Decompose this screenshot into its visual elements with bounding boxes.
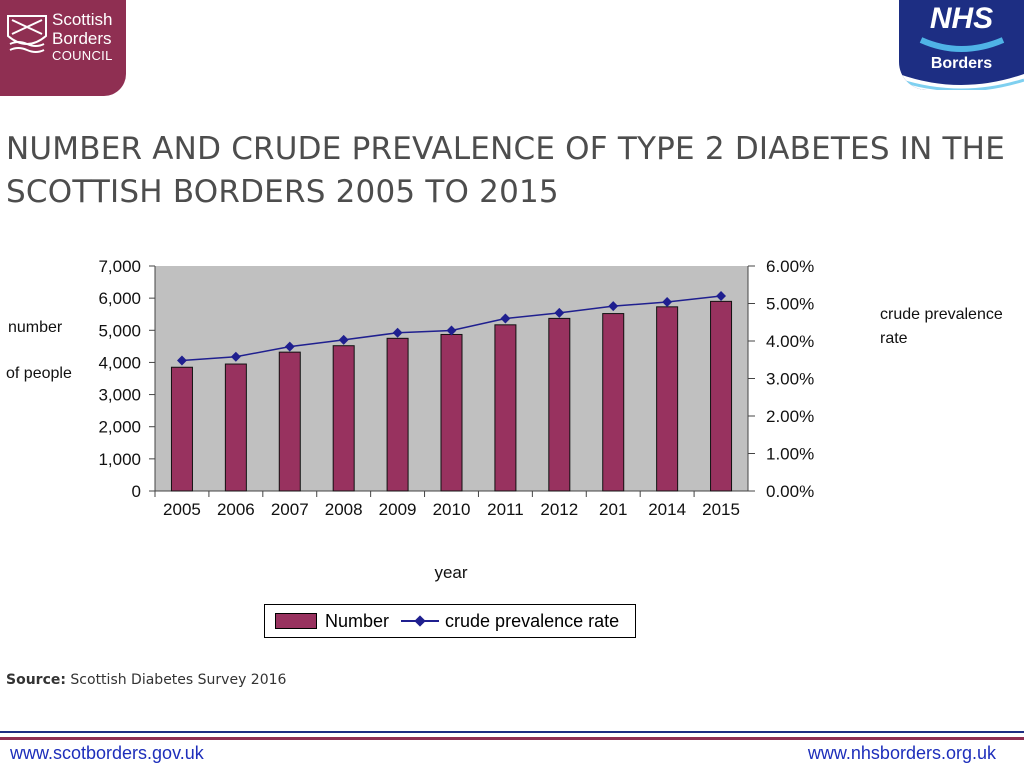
- source-note: Source: Scottish Diabetes Survey 2016: [6, 672, 286, 688]
- y2-tick-label: 2.00%: [766, 407, 814, 426]
- x-tick-label: 2012: [540, 500, 578, 519]
- footer-rule-blue: [0, 731, 1024, 733]
- x-tick-label: 2007: [271, 500, 309, 519]
- y-tick-label: 7,000: [98, 257, 141, 276]
- y-tick-label: 2,000: [98, 418, 141, 437]
- legend-number-swatch: [275, 613, 317, 629]
- x-tick-label: 2010: [433, 500, 471, 519]
- bar-number: [656, 306, 679, 492]
- nhs-borders-logo: NHS Borders: [899, 0, 1024, 90]
- bar-number: [710, 300, 733, 492]
- bar-number: [548, 317, 571, 492]
- y2-axis-label-line2: rate: [880, 330, 908, 347]
- bar-number: [494, 324, 517, 492]
- nhs-brand: NHS: [929, 2, 994, 35]
- bar-number: [170, 366, 193, 492]
- nhs-website-link[interactable]: www.nhsborders.org.uk: [807, 743, 996, 763]
- y-tick-label: 4,000: [98, 353, 141, 372]
- council-logo-line1: Scottish: [52, 10, 113, 29]
- y-tick-label: 3,000: [98, 386, 141, 405]
- footer-rule-maroon: [0, 737, 1024, 740]
- point-crude-prevalence: [554, 307, 565, 318]
- council-crest-icon: [7, 15, 47, 53]
- source-text: Scottish Diabetes Survey 2016: [70, 672, 287, 688]
- nhs-region: Borders: [930, 55, 993, 72]
- x-tick-label: 2008: [325, 500, 363, 519]
- scottish-borders-council-logo: Scottish Borders COUNCIL: [0, 0, 126, 96]
- y-axis-label-line1: number: [8, 319, 63, 336]
- x-axis-label: year: [434, 563, 467, 582]
- legend-number-label: Number: [325, 610, 390, 631]
- x-tick-label: 2011: [487, 500, 524, 519]
- diabetes-chart: 0 1,000 2,000 3,000 4,000 5,000 6,000 7,000 0.00…: [6, 257, 1003, 582]
- source-label: Source:: [6, 672, 66, 688]
- y-axis-label-line2: of people: [6, 365, 72, 382]
- x-tick-label: 201: [599, 500, 627, 519]
- council-website-link[interactable]: www.scotborders.gov.uk: [10, 743, 204, 763]
- x-tick-label: 2015: [702, 500, 740, 519]
- x-tick-label: 2006: [217, 500, 255, 519]
- y2-tick-label: 1.00%: [766, 445, 814, 464]
- x-tick-label: 2014: [648, 500, 686, 519]
- y2-tick-label: 4.00%: [766, 332, 814, 351]
- x-tick-label: 2009: [379, 500, 417, 519]
- council-logo-line2: Borders: [52, 29, 112, 48]
- bar-number: [440, 333, 463, 492]
- bar-number: [224, 363, 247, 492]
- y-tick-label: 5,000: [98, 321, 141, 340]
- y2-axis-label-line1: crude prevalence: [880, 306, 1003, 323]
- bar-number: [332, 345, 355, 492]
- y2-tick-label: 5.00%: [766, 295, 814, 314]
- x-tick-label: 2005: [163, 500, 201, 519]
- legend-rate-line-icon: [401, 615, 440, 627]
- point-crude-prevalence: [230, 351, 241, 362]
- bar-number: [278, 351, 301, 492]
- chart-legend: Number crude prevalence rate: [264, 604, 636, 638]
- y2-tick-label: 3.00%: [766, 370, 814, 389]
- nhs-wave-icon: [899, 37, 1024, 90]
- bar-number: [602, 313, 625, 492]
- y-tick-label: 1,000: [98, 450, 141, 469]
- point-crude-prevalence: [608, 301, 619, 312]
- page-title: NUMBER AND CRUDE PREVALENCE OF TYPE 2 DI…: [6, 131, 1005, 210]
- y2-tick-label: 0.00%: [766, 482, 814, 501]
- council-logo-line3: COUNCIL: [52, 48, 113, 63]
- y-tick-label: 0: [132, 482, 141, 501]
- point-crude-prevalence: [716, 291, 726, 301]
- y-tick-label: 6,000: [98, 289, 141, 308]
- y2-tick-label: 6.00%: [766, 257, 814, 276]
- legend-rate-label: crude prevalence rate: [445, 610, 620, 631]
- point-crude-prevalence: [177, 355, 187, 366]
- point-crude-prevalence: [662, 297, 673, 307]
- bar-number: [386, 337, 409, 492]
